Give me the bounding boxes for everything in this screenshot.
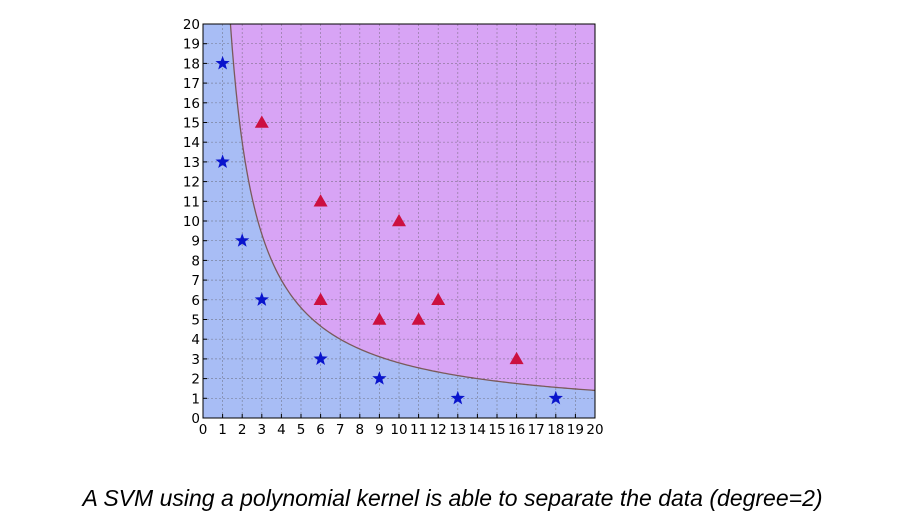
x-tick-label: 13 (449, 422, 466, 438)
y-tick-label: 18 (183, 56, 200, 72)
x-tick-label: 19 (567, 422, 584, 438)
y-tick-label: 5 (191, 313, 200, 329)
y-tick-label: 8 (191, 253, 200, 269)
star-point-7 (548, 390, 563, 405)
y-tick-label: 6 (191, 293, 200, 309)
x-tick-label: 20 (586, 422, 603, 438)
x-tick-label: 5 (297, 422, 306, 438)
x-tick-label: 0 (199, 422, 208, 438)
figure-caption: A SVM using a polynomial kernel is able … (82, 485, 823, 511)
y-tick-label: 16 (183, 96, 200, 112)
triangle-point-2 (313, 292, 328, 306)
x-tick-label: 11 (410, 422, 427, 438)
y-tick-label: 11 (183, 194, 200, 210)
svm-scatter-chart: 0 1 2 3 4 5 6 7 8 9 10 11 12 13 14 15 16 17 18 19 20 0123456… (183, 17, 604, 438)
triangle-point-4 (392, 214, 406, 227)
star-point-0 (215, 55, 230, 70)
x-tick-label: 10 (390, 422, 407, 438)
x-tick-label: 12 (430, 422, 447, 438)
x-axis-ticks: 0 1 2 3 4 5 6 7 8 9 10 11 12 13 14 15 16 17 18 19 20 (199, 414, 604, 438)
x-tick-label: 16 (508, 422, 525, 438)
y-tick-label: 1 (191, 391, 200, 407)
x-tick-label: 8 (356, 422, 365, 438)
y-tick-label: 12 (183, 175, 200, 191)
triangle-point-3 (372, 312, 387, 325)
x-tick-label: 4 (277, 422, 286, 438)
y-tick-label: 0 (191, 411, 200, 427)
y-tick-label: 4 (191, 332, 200, 348)
y-tick-label: 13 (183, 155, 200, 171)
y-tick-label: 19 (183, 37, 200, 53)
y-tick-label: 20 (183, 17, 200, 33)
x-tick-label: 6 (316, 422, 325, 438)
triangle-point-0 (254, 115, 269, 128)
y-tick-label: 2 (191, 372, 200, 388)
x-tick-label: 15 (488, 422, 505, 438)
x-tick-label: 17 (528, 422, 545, 438)
star-point-3 (254, 292, 269, 306)
data-points (215, 55, 563, 405)
y-tick-label: 10 (183, 214, 200, 230)
x-tick-label: 14 (469, 422, 486, 438)
star-point-1 (215, 154, 230, 168)
x-tick-label: 3 (258, 422, 267, 438)
x-tick-label: 7 (336, 422, 345, 438)
y-tick-label: 14 (183, 135, 200, 151)
y-tick-label: 15 (183, 116, 200, 132)
triangle-point-7 (509, 351, 524, 365)
star-point-2 (235, 233, 250, 247)
y-tick-label: 7 (191, 273, 200, 289)
x-tick-label: 1 (218, 422, 227, 438)
x-tick-label: 2 (238, 422, 247, 438)
triangle-point-1 (313, 194, 328, 207)
star-point-4 (313, 351, 328, 365)
x-tick-label: 18 (547, 422, 564, 438)
star-point-5 (372, 371, 387, 385)
y-tick-label: 3 (191, 352, 200, 368)
y-tick-label: 17 (183, 76, 200, 92)
triangle-point-5 (411, 312, 426, 325)
y-tick-label: 9 (191, 234, 200, 250)
decision-boundary-curve (229, 23, 596, 392)
x-tick-label: 9 (375, 422, 384, 438)
star-point-6 (450, 390, 465, 405)
triangle-point-6 (431, 292, 446, 306)
